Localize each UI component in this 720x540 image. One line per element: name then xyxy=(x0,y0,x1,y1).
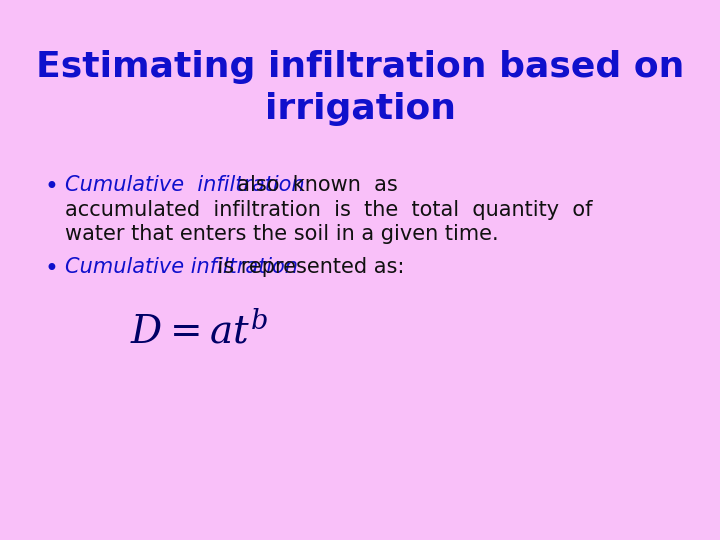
Text: accumulated  infiltration  is  the  total  quantity  of: accumulated infiltration is the total qu… xyxy=(65,200,593,220)
Text: Cumulative infiltration: Cumulative infiltration xyxy=(65,256,298,276)
Text: Estimating infiltration based on
irrigation: Estimating infiltration based on irrigat… xyxy=(36,50,684,126)
Text: Cumulative  infiltration: Cumulative infiltration xyxy=(65,175,305,195)
Text: •: • xyxy=(45,175,59,199)
Text: water that enters the soil in a given time.: water that enters the soil in a given ti… xyxy=(65,225,499,245)
Text: •: • xyxy=(45,256,59,281)
Text: $\mathit{D} = \mathit{at}^{\mathit{b}}$: $\mathit{D} = \mathit{at}^{\mathit{b}}$ xyxy=(130,311,268,351)
Text: also  known  as: also known as xyxy=(65,175,397,195)
Text: is represented as:: is represented as: xyxy=(65,256,405,276)
